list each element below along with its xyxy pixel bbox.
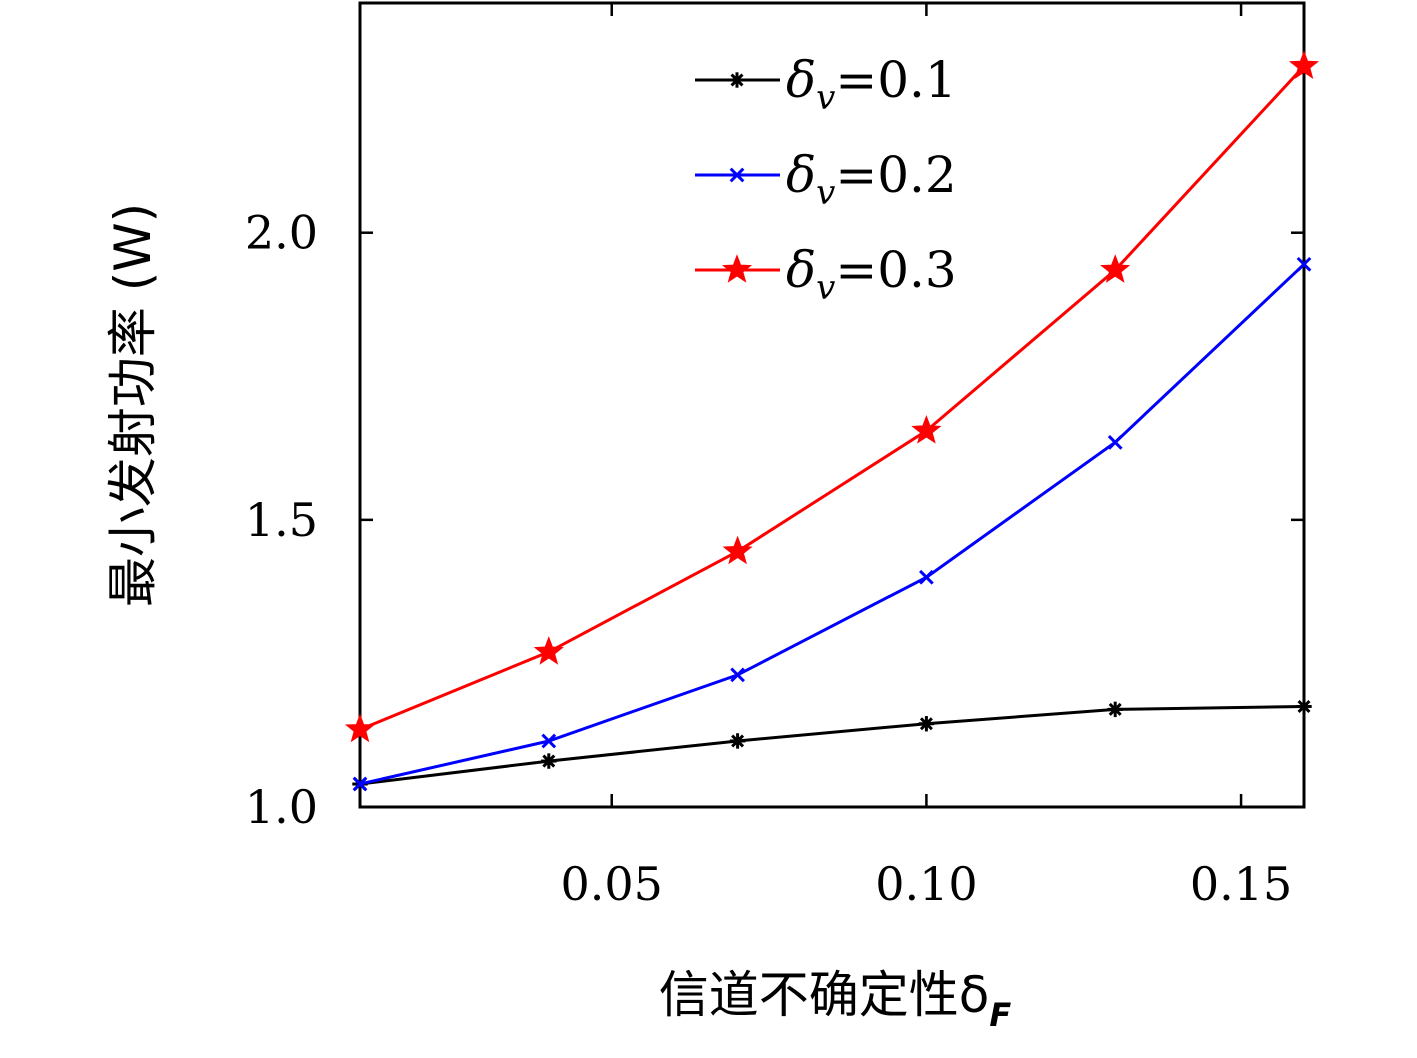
legend-value: =0.1 xyxy=(835,51,956,109)
data-point xyxy=(352,776,368,792)
series-line xyxy=(344,50,1320,743)
data-point xyxy=(344,713,376,743)
y-tick-label: 1.5 xyxy=(245,493,318,547)
legend-subscript: v xyxy=(816,78,835,118)
data-point xyxy=(918,716,935,732)
legend-value: =0.3 xyxy=(835,241,956,299)
legend-item: δv=0.3 xyxy=(695,241,957,308)
legend-symbol: δ xyxy=(786,51,816,109)
legend: δv=0.1δv=0.2δv=0.3 xyxy=(695,51,957,308)
series-path xyxy=(359,263,1306,786)
data-point xyxy=(729,733,746,749)
legend-label: δv=0.2 xyxy=(786,146,957,213)
axis-ticks xyxy=(360,3,1304,809)
x-axis-label-subscript: F xyxy=(989,996,1011,1034)
x-tick-label: 0.10 xyxy=(875,857,977,911)
data-point xyxy=(533,636,564,665)
y-axis-label: 最小发射功率 (W) xyxy=(104,203,162,607)
legend-item: δv=0.2 xyxy=(695,146,957,213)
x-axis-label: 信道不确定性δF xyxy=(659,966,1012,1034)
tick-labels: 0.05 0.10 0.15 1.0 1.5 2.0 xyxy=(245,206,1292,911)
legend-label: δv=0.3 xyxy=(786,241,957,308)
series-path xyxy=(359,65,1306,731)
data-point xyxy=(1107,701,1123,718)
legend-subscript: v xyxy=(816,173,835,213)
legend-symbol: δ xyxy=(786,241,816,299)
legend-subscript: v xyxy=(816,268,835,308)
data-point xyxy=(911,414,942,444)
data-point xyxy=(722,535,753,565)
data-point xyxy=(729,167,745,183)
data-point xyxy=(721,254,753,283)
legend-label: δv=0.1 xyxy=(786,51,957,118)
data-point xyxy=(1296,698,1312,715)
series-layer xyxy=(344,50,1320,792)
series-line xyxy=(352,256,1312,792)
legend-value: =0.2 xyxy=(835,146,956,204)
y-tick-label: 1.0 xyxy=(245,780,318,834)
data-point xyxy=(730,667,745,683)
y-tick-label: 2.0 xyxy=(245,206,318,260)
data-point xyxy=(1107,434,1123,450)
x-tick-label: 0.15 xyxy=(1190,857,1292,911)
series-path xyxy=(359,705,1305,786)
data-point xyxy=(919,569,934,585)
series-line xyxy=(352,698,1312,792)
data-point xyxy=(541,753,557,769)
data-point xyxy=(729,72,745,88)
plot-frame xyxy=(358,1,1306,809)
data-point xyxy=(1288,50,1320,79)
legend-item: δv=0.1 xyxy=(695,51,957,118)
x-axis-label-main: 信道不确定性δ xyxy=(659,966,990,1024)
data-point xyxy=(1296,256,1312,272)
x-tick-label: 0.05 xyxy=(561,857,663,911)
data-point xyxy=(1100,254,1131,283)
data-point xyxy=(541,733,557,749)
legend-symbol: δ xyxy=(786,146,816,204)
